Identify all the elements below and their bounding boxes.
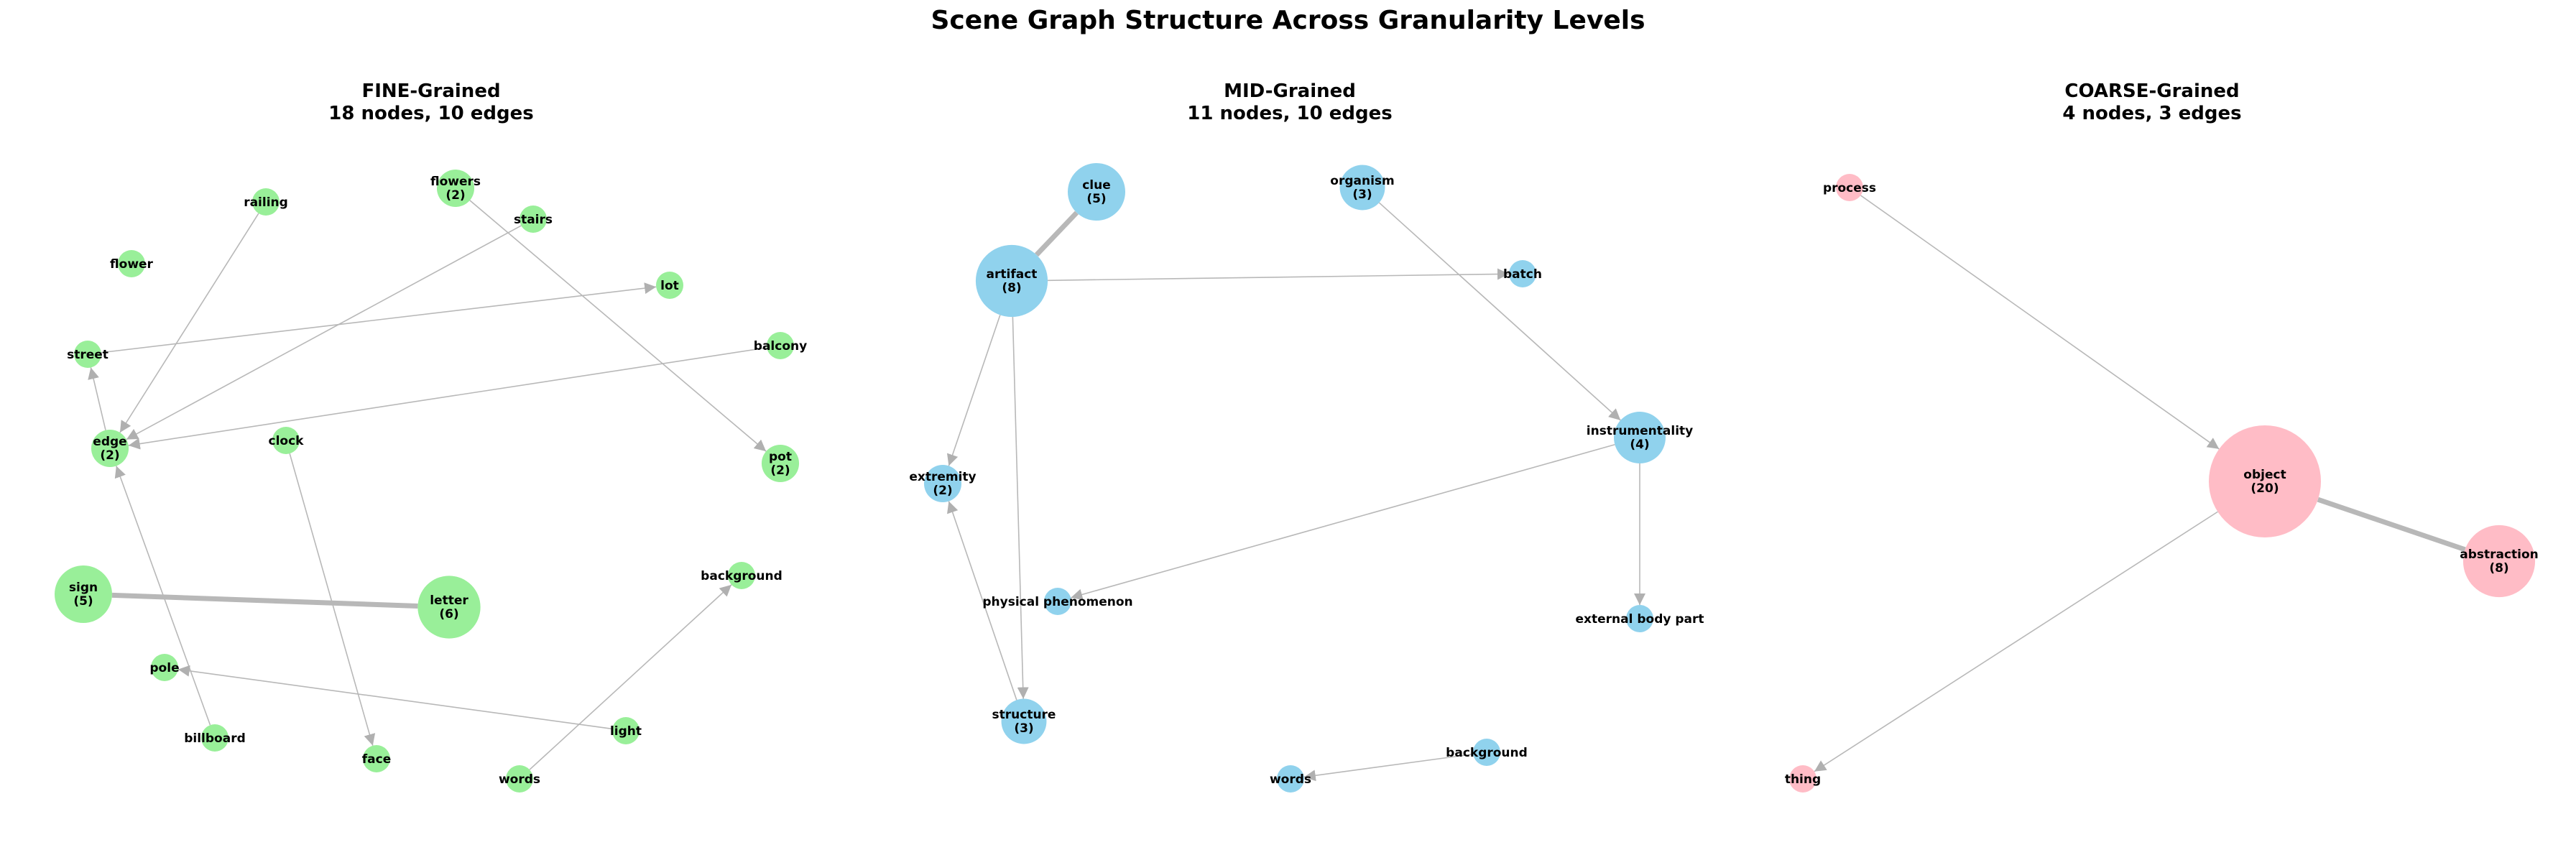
- node-label-mid-instrumentality: instrumentality (4): [1587, 424, 1693, 452]
- node-mid-words: [1277, 765, 1304, 793]
- node-label-fine-background: background: [701, 569, 783, 583]
- node-label-fine-street: street: [67, 348, 109, 362]
- node-label-fine-letter: letter (6): [430, 593, 468, 622]
- node-label-fine-railing: railing: [244, 195, 288, 210]
- edge-fine-stairs-to-edge: [126, 225, 522, 440]
- node-label-fine-sign: sign (5): [69, 581, 98, 609]
- node-fine-light: [612, 717, 640, 744]
- node-fine-face: [363, 745, 390, 772]
- node-fine-stairs: [520, 205, 547, 233]
- node-mid-clue: [1067, 162, 1126, 221]
- node-label-coarse-object: object (20): [2243, 468, 2286, 496]
- node-fine-sign: [54, 565, 113, 624]
- edge-mid-organism-to-instrumentality: [1378, 202, 1621, 421]
- panel-title-coarse-heading: COARSE-Grained: [2064, 80, 2240, 102]
- node-label-mid-background: background: [1446, 746, 1528, 760]
- node-fine-words: [506, 765, 533, 793]
- panel-title-coarse: COARSE-Grained 4 nodes, 3 edges: [1936, 80, 2368, 125]
- node-mid-structure: [1001, 698, 1047, 744]
- node-label-fine-words: words: [499, 772, 540, 787]
- node-label-fine-billboard: billboard: [184, 731, 246, 746]
- node-fine-flowers: [436, 169, 475, 208]
- node-mid-organism: [1339, 165, 1385, 211]
- panel-title-mid-stats: 11 nodes, 10 edges: [1187, 103, 1393, 124]
- node-mid-background: [1473, 739, 1500, 766]
- node-label-fine-edge: edge (2): [93, 435, 126, 463]
- node-label-mid-organism: organism (3): [1330, 174, 1394, 202]
- node-mid-instrumentality: [1614, 412, 1666, 463]
- node-fine-pot: [761, 444, 800, 483]
- edge-fine-flowers-to-pot: [469, 200, 767, 452]
- edge-mid-artifact-to-structure: [1012, 317, 1029, 699]
- edge-fine-clock-to-face: [289, 453, 376, 746]
- node-label-mid-structure: structure (3): [992, 708, 1056, 736]
- node-fine-balcony: [767, 332, 794, 359]
- node-label-fine-pot: pot (2): [769, 450, 792, 478]
- edge-fine-balcony-to-edge: [128, 347, 767, 450]
- panel-title-fine-heading: FINE-Grained: [361, 80, 501, 102]
- node-mid-batch: [1509, 260, 1536, 287]
- node-mid-extremity: [923, 464, 962, 503]
- node-label-fine-flower: flower: [110, 257, 154, 272]
- node-label-mid-batch: batch: [1503, 267, 1542, 282]
- node-fine-railing: [252, 188, 280, 216]
- edge-fine-street-to-lot: [101, 282, 657, 354]
- node-label-fine-lot: lot: [660, 279, 679, 293]
- node-label-mid-clue: clue (5): [1082, 178, 1111, 206]
- node-label-fine-clock: clock: [269, 434, 305, 448]
- node-label-coarse-process: process: [1823, 181, 1876, 195]
- node-label-mid-physical-phenomenon: physical phenomenon: [982, 595, 1132, 609]
- edge-coarse-object-to-thing: [1814, 511, 2218, 772]
- node-mid-artifact: [975, 244, 1048, 318]
- panel-title-mid: MID-Grained 11 nodes, 10 edges: [1074, 80, 1505, 125]
- panel-title-coarse-stats: 4 nodes, 3 edges: [2062, 103, 2242, 124]
- edge-mid-instrumentality-to-physical-phenomenon: [1071, 443, 1615, 601]
- node-label-mid-words: words: [1270, 772, 1311, 787]
- node-label-fine-light: light: [610, 724, 642, 739]
- node-fine-lot: [656, 272, 683, 299]
- node-mid-external-body-part: [1626, 605, 1653, 632]
- edge-coarse-object-to-abstraction: [2317, 496, 2466, 553]
- node-label-mid-artifact: artifact (8): [987, 267, 1038, 295]
- node-fine-pole: [151, 654, 178, 681]
- node-fine-clock: [272, 427, 300, 454]
- node-mid-physical-phenomenon: [1044, 588, 1071, 615]
- edge-mid-artifact-to-extremity: [946, 315, 1001, 466]
- node-fine-flower: [118, 250, 145, 277]
- node-coarse-process: [1836, 174, 1863, 201]
- edge-mid-artifact-to-batch: [1048, 268, 1510, 282]
- edge-fine-railing-to-edge: [119, 213, 259, 433]
- node-coarse-thing: [1789, 765, 1816, 793]
- node-label-coarse-thing: thing: [1785, 772, 1821, 787]
- figure-title: Scene Graph Structure Across Granularity…: [931, 6, 1645, 35]
- node-coarse-abstraction: [2462, 525, 2536, 598]
- edge-fine-sign-to-letter: [111, 592, 418, 609]
- node-fine-letter: [417, 576, 481, 639]
- node-fine-edge: [91, 429, 129, 468]
- edge-fine-edge-to-street: [88, 367, 106, 430]
- node-label-fine-pole: pole: [149, 661, 179, 675]
- node-label-fine-flowers: flowers (2): [430, 175, 481, 203]
- node-label-fine-stairs: stairs: [514, 213, 553, 227]
- panel-title-fine-stats: 18 nodes, 10 edges: [328, 103, 534, 124]
- panel-title-fine: FINE-Grained 18 nodes, 10 edges: [216, 80, 647, 125]
- node-label-fine-face: face: [362, 752, 391, 767]
- edge-fine-words-to-background: [529, 584, 732, 770]
- panel-title-mid-heading: MID-Grained: [1224, 80, 1356, 102]
- edge-mid-structure-to-extremity: [947, 501, 1017, 701]
- edge-mid-background-to-words: [1303, 753, 1474, 782]
- node-fine-street: [74, 341, 101, 368]
- node-fine-billboard: [201, 724, 228, 752]
- node-label-fine-balcony: balcony: [754, 339, 807, 354]
- node-coarse-object: [2208, 425, 2322, 538]
- node-label-mid-extremity: extremity (2): [909, 470, 976, 498]
- node-label-mid-external-body-part: external body part: [1575, 612, 1704, 627]
- node-label-coarse-abstraction: abstraction (8): [2460, 548, 2539, 576]
- edge-mid-artifact-to-clue: [1034, 211, 1079, 257]
- edge-coarse-process-to-object: [1860, 195, 2220, 450]
- edge-fine-light-to-pole: [177, 665, 613, 730]
- node-fine-background: [728, 562, 755, 589]
